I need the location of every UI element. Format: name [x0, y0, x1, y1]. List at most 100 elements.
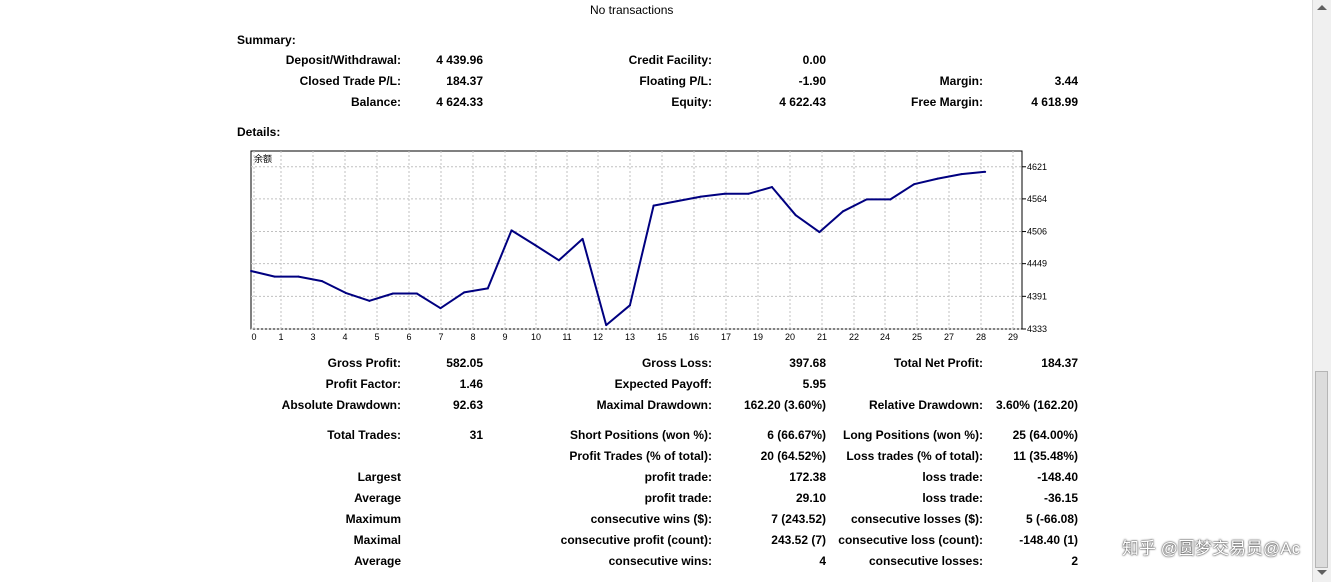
stat-label: Gross Profit: — [327, 356, 401, 370]
stat-label: Short Positions (won %): — [570, 428, 712, 442]
x-tick-label: 24 — [880, 332, 890, 342]
balance-point — [699, 195, 702, 198]
x-tick-label: 1 — [278, 332, 283, 342]
stat-value: 4 — [819, 554, 826, 568]
stat-label: Maximal — [353, 533, 401, 547]
stat-value: 6 (66.67%) — [767, 428, 826, 442]
balance-point — [557, 259, 560, 262]
x-tick-label: 9 — [502, 332, 507, 342]
stat-label: loss trade: — [922, 491, 983, 505]
y-tick-label: 4391 — [1027, 291, 1047, 301]
x-tick-label: 3 — [310, 332, 315, 342]
stat-value: 397.68 — [789, 356, 826, 370]
balance-point — [510, 229, 513, 232]
stat-value: -36.15 — [1043, 491, 1078, 505]
balance-point — [771, 186, 774, 189]
scroll-up-arrow-icon[interactable] — [1317, 5, 1327, 10]
stat-value: 172.38 — [789, 470, 826, 484]
x-tick-label: 29 — [1008, 332, 1018, 342]
balance-point — [415, 292, 418, 295]
y-tick-label: 4506 — [1027, 227, 1047, 237]
balance-point — [273, 275, 276, 278]
balance-point — [889, 198, 892, 201]
stat-label: Largest — [357, 470, 401, 484]
x-tick-label: 4 — [342, 332, 347, 342]
stat-label: consecutive losses ($): — [850, 512, 983, 526]
chart-title: 余额 — [254, 153, 272, 165]
stat-label: loss trade: — [922, 470, 983, 484]
summary-label: Free Margin: — [910, 95, 983, 109]
x-tick-label: 16 — [689, 332, 699, 342]
balance-point — [747, 192, 750, 195]
stat-value: 184.37 — [1041, 356, 1078, 370]
no-transactions-note: No transactions — [590, 3, 674, 17]
balance-point — [392, 292, 395, 295]
x-tick-label: 6 — [406, 332, 411, 342]
summary-value: 4 622.43 — [779, 95, 826, 109]
balance-point — [321, 280, 324, 283]
stat-label: consecutive wins ($): — [590, 512, 712, 526]
balance-point — [534, 244, 537, 247]
details-heading: Details: — [237, 125, 281, 139]
balance-line — [250, 170, 986, 327]
scroll-down-arrow-icon[interactable] — [1317, 570, 1327, 575]
summary-value: 4 624.33 — [436, 95, 483, 109]
balance-point — [913, 183, 916, 186]
stat-label: consecutive profit (count): — [560, 533, 712, 547]
stat-label: Average — [354, 554, 401, 568]
x-tick-label: 11 — [562, 332, 571, 342]
summary-label: Margin: — [939, 74, 983, 88]
balance-point — [250, 269, 252, 272]
stat-value: 3.60% (162.20) — [995, 398, 1078, 412]
balance-point — [486, 287, 489, 290]
x-tick-label: 8 — [470, 332, 475, 342]
x-tick-label: 12 — [593, 332, 603, 342]
balance-point — [439, 307, 442, 310]
summary-value: 4 439.96 — [436, 53, 483, 67]
stat-label: Loss trades (% of total): — [846, 449, 983, 463]
balance-point — [818, 231, 821, 234]
y-tick-label: 4621 — [1027, 162, 1047, 172]
plot-area — [250, 150, 1023, 330]
x-tick-label: 0 — [251, 332, 256, 342]
stat-value: 20 (64.52%) — [760, 449, 826, 463]
stat-label: Long Positions (won %): — [843, 428, 983, 442]
stat-value: 11 (35.48%) — [1013, 449, 1078, 463]
x-tick-label: 10 — [531, 332, 541, 342]
vertical-scrollbar[interactable] — [1312, 0, 1331, 582]
summary-value: 0.00 — [802, 53, 826, 67]
stat-value: 162.20 (3.60%) — [743, 398, 826, 412]
stat-label: Profit Trades (% of total): — [569, 449, 712, 463]
stat-value: 7 (243.52) — [771, 512, 826, 526]
stat-value: 92.63 — [452, 398, 483, 412]
x-tick-label: 27 — [944, 332, 954, 342]
balance-point — [297, 275, 300, 278]
stat-value: 1.46 — [459, 377, 483, 391]
summary-label: Credit Facility: — [628, 53, 712, 67]
summary-label: Closed Trade P/L: — [299, 74, 401, 88]
balance-point — [652, 204, 655, 207]
stat-label: profit trade: — [644, 470, 712, 484]
x-tick-label: 5 — [374, 332, 379, 342]
stat-label: Gross Loss: — [641, 356, 712, 370]
stat-value: 31 — [469, 428, 483, 442]
stat-label: Average — [354, 491, 401, 505]
stat-value: 5.95 — [802, 377, 826, 391]
x-tick-label: 19 — [753, 332, 763, 342]
balance-point — [865, 198, 868, 201]
x-tick-label: 22 — [849, 332, 859, 342]
stat-value: -148.40 — [1037, 470, 1078, 484]
y-tick-label: 4449 — [1027, 259, 1047, 269]
stat-label: consecutive loss (count): — [838, 533, 983, 547]
balance-point — [628, 304, 631, 307]
scrollbar-thumb[interactable] — [1315, 371, 1328, 568]
balance-point — [936, 177, 939, 180]
x-tick-label: 21 — [817, 332, 827, 342]
y-tick-label: 4564 — [1027, 194, 1047, 204]
x-tick-label: 28 — [976, 332, 986, 342]
x-tick-label: 13 — [625, 332, 635, 342]
x-tick-label: 15 — [657, 332, 667, 342]
summary-label: Balance: — [350, 95, 401, 109]
stat-value: -148.40 (1) — [1019, 533, 1078, 547]
balance-point — [984, 170, 987, 173]
